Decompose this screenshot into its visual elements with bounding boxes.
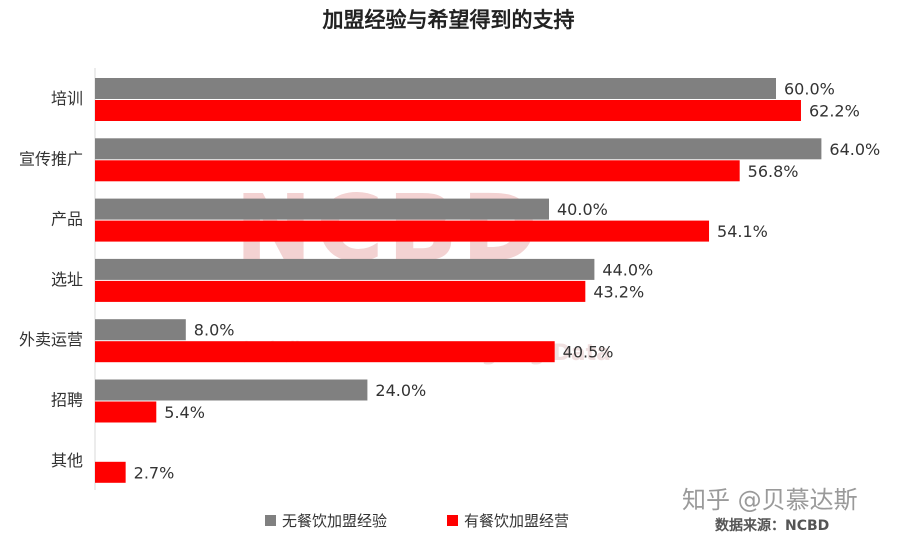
data-label: 40.5% — [563, 343, 614, 362]
legend-item-series-1: 无餐饮加盟经验 — [265, 510, 387, 531]
chart-title: 加盟经验与希望得到的支持 — [322, 8, 575, 32]
data-label: 62.2% — [809, 102, 860, 121]
data-label: 64.0% — [829, 140, 880, 159]
legend-swatch-gray — [265, 515, 276, 526]
legend-item-series-2: 有餐饮加盟经营 — [447, 510, 569, 531]
category-label: 招聘 — [51, 391, 83, 410]
bar-gray — [95, 138, 822, 160]
category-label: 产品 — [51, 210, 83, 229]
data-label: 56.8% — [748, 162, 799, 181]
data-label: 5.4% — [164, 403, 205, 422]
bar-red — [95, 100, 801, 121]
bar-gray — [95, 379, 368, 401]
bar-red — [95, 461, 126, 483]
bar-gray — [95, 319, 186, 341]
category-label: 培训 — [51, 89, 83, 108]
data-label: 2.7% — [134, 463, 175, 482]
data-label: 8.0% — [194, 321, 235, 340]
legend-label-series-2: 有餐饮加盟经营 — [464, 512, 570, 530]
bar-red — [95, 401, 157, 423]
category-label: 外卖运营 — [19, 330, 83, 349]
data-label: 54.1% — [717, 222, 768, 241]
data-source: 数据来源：NCBD — [715, 518, 830, 534]
legend: 无餐饮加盟经验 有餐饮加盟经营 — [265, 510, 569, 531]
bar-gray — [95, 198, 549, 220]
data-label: 60.0% — [784, 80, 835, 99]
bar-red — [95, 280, 586, 302]
bar-red — [95, 341, 555, 363]
bar-red — [95, 160, 740, 182]
legend-swatch-red — [447, 515, 459, 526]
data-label: 44.0% — [602, 260, 653, 279]
bar-red — [95, 220, 710, 242]
zhihu-watermark: 知乎 @贝慕达斯 — [682, 486, 858, 514]
bar-gray — [95, 78, 776, 99]
category-label: 宣传推广 — [19, 149, 83, 168]
category-label: 其他 — [51, 451, 83, 470]
data-label: 40.0% — [557, 200, 608, 219]
bar-gray — [95, 258, 595, 280]
data-label: 24.0% — [375, 381, 426, 400]
category-label: 选址 — [51, 270, 83, 289]
data-label: 43.2% — [593, 282, 644, 301]
legend-label-series-1: 无餐饮加盟经验 — [282, 512, 388, 530]
